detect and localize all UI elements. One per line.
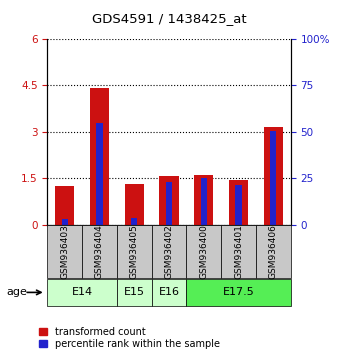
Bar — [186, 225, 221, 278]
Bar — [47, 279, 117, 306]
Bar — [186, 279, 291, 306]
Bar — [270, 131, 276, 225]
Bar — [117, 225, 152, 278]
Text: GSM936405: GSM936405 — [130, 224, 139, 279]
Text: GSM936404: GSM936404 — [95, 224, 104, 279]
Bar — [62, 219, 68, 225]
Bar — [117, 279, 152, 306]
Text: GSM936403: GSM936403 — [60, 224, 69, 279]
Bar — [55, 186, 74, 225]
Legend: transformed count, percentile rank within the sample: transformed count, percentile rank withi… — [39, 327, 220, 349]
Bar — [96, 123, 103, 225]
Bar — [47, 225, 82, 278]
Bar — [90, 88, 109, 225]
Bar — [221, 225, 256, 278]
Bar — [194, 175, 213, 225]
Bar — [256, 225, 291, 278]
Text: GSM936400: GSM936400 — [199, 224, 208, 279]
Bar — [160, 176, 178, 225]
Text: E14: E14 — [72, 287, 93, 297]
Text: GSM936402: GSM936402 — [165, 224, 173, 279]
Bar — [166, 182, 172, 225]
Bar — [229, 180, 248, 225]
Text: GSM936401: GSM936401 — [234, 224, 243, 279]
Text: E16: E16 — [159, 287, 179, 297]
Bar — [131, 218, 137, 225]
Bar — [82, 225, 117, 278]
Bar — [201, 178, 207, 225]
Bar — [152, 225, 186, 278]
Bar — [152, 279, 186, 306]
Text: GSM936406: GSM936406 — [269, 224, 278, 279]
Text: age: age — [7, 287, 28, 297]
Text: E15: E15 — [124, 287, 145, 297]
Text: E17.5: E17.5 — [223, 287, 255, 297]
Bar — [235, 185, 242, 225]
Bar — [264, 127, 283, 225]
Text: GDS4591 / 1438425_at: GDS4591 / 1438425_at — [92, 12, 246, 25]
Bar — [125, 184, 144, 225]
